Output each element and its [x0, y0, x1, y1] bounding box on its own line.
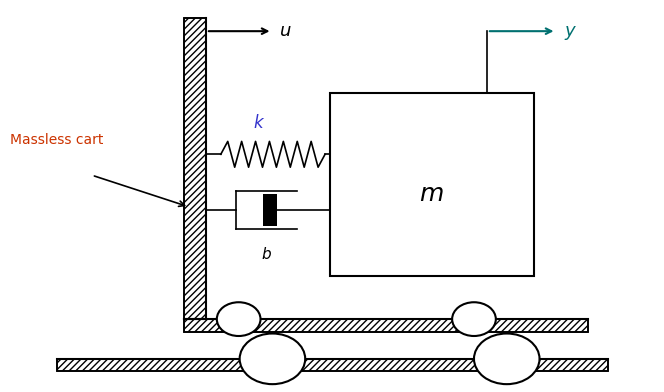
Text: b: b	[262, 247, 272, 261]
Ellipse shape	[240, 334, 305, 384]
Bar	[184, 18, 206, 319]
Ellipse shape	[474, 334, 540, 384]
Bar	[184, 319, 588, 332]
Text: Massless cart: Massless cart	[11, 133, 104, 147]
Ellipse shape	[452, 302, 496, 336]
Text: y: y	[564, 22, 575, 40]
Bar	[184, 319, 588, 332]
Text: u: u	[280, 22, 291, 40]
Ellipse shape	[217, 302, 260, 336]
Text: k: k	[253, 114, 263, 132]
Bar	[330, 93, 534, 276]
Bar	[184, 18, 206, 319]
Bar	[57, 359, 608, 371]
Bar	[264, 194, 278, 226]
Text: m: m	[420, 182, 444, 206]
Bar	[57, 359, 608, 371]
